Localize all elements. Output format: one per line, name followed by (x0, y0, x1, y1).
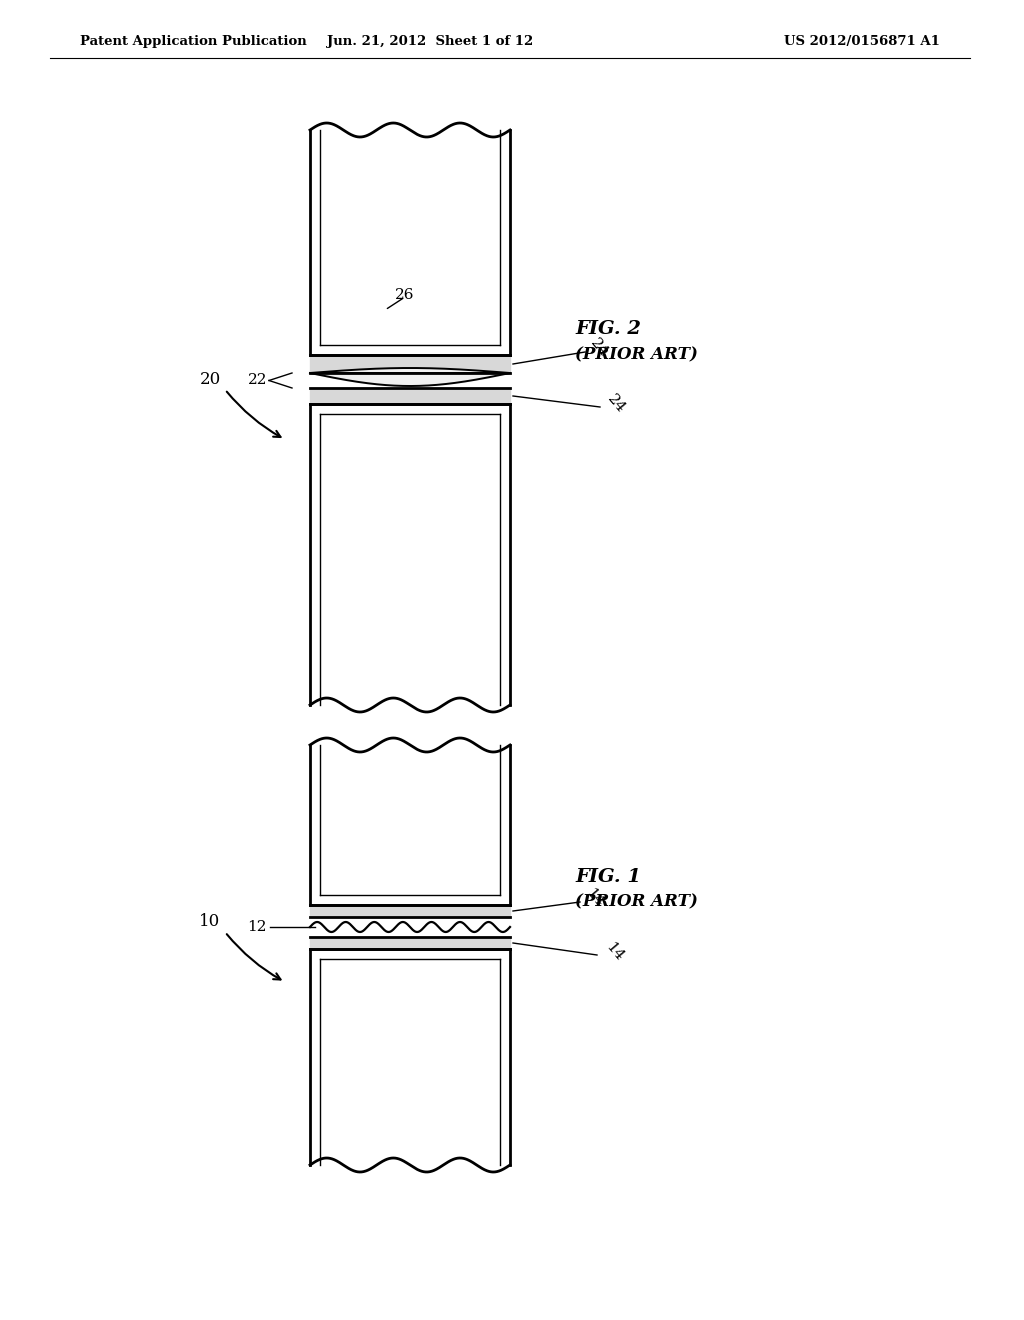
Text: 12: 12 (248, 920, 267, 935)
Text: 10: 10 (200, 913, 220, 931)
Text: 14: 14 (603, 940, 627, 964)
Text: 26: 26 (395, 288, 415, 302)
Text: (PRIOR ART): (PRIOR ART) (575, 894, 698, 911)
Text: (PRIOR ART): (PRIOR ART) (575, 346, 698, 363)
Text: US 2012/0156871 A1: US 2012/0156871 A1 (784, 36, 940, 49)
Text: 20: 20 (200, 371, 220, 388)
Text: 14: 14 (583, 886, 606, 909)
Text: FIG. 2: FIG. 2 (575, 321, 641, 338)
Text: Jun. 21, 2012  Sheet 1 of 12: Jun. 21, 2012 Sheet 1 of 12 (327, 36, 534, 49)
Text: 24: 24 (588, 337, 611, 360)
Text: 24: 24 (605, 392, 629, 416)
Text: 22: 22 (248, 374, 267, 388)
Text: Patent Application Publication: Patent Application Publication (80, 36, 307, 49)
Text: FIG. 1: FIG. 1 (575, 869, 641, 886)
